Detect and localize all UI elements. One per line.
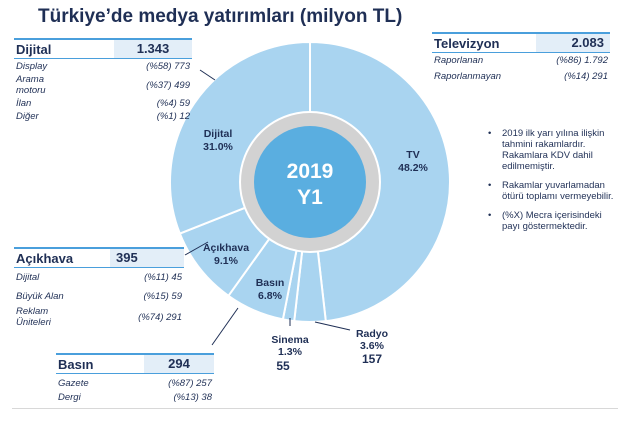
table-row: Reklam Üniteleri (%74) 291 [16,306,182,328]
slice-label-sinema: Sinema [271,334,309,346]
center-disc [254,126,366,238]
dijital-total: 1.343 [114,40,192,58]
slice-percent-acikhava: 9.1% [214,255,239,267]
acikhava-box: Açıkhava 395 Dijital (%11) 45 Büyük Alan (%… [14,247,184,328]
dijital-name: Dijital [16,41,52,57]
televizyon-name: Televizyon [434,35,500,51]
table-row: Büyük Alan (%15) 59 [16,291,182,302]
divider [12,408,618,409]
table-row: İlan (%4) 59 [16,98,190,109]
slice-value-radyo: 157 [362,352,382,366]
slice-percent-tv: 48.2% [398,162,428,174]
acikhava-name: Açıkhava [16,250,74,266]
note-item: (%X) Mecra içerisindeki payı göstermekte… [488,210,618,232]
page-title: Türkiye’de medya yatırımları (milyon TL) [38,6,403,27]
slice-label-tv: TV [406,149,419,161]
connector-dijital [199,69,216,81]
notes: 2019 ilk yarı yılına ilişkin tahmini rak… [488,128,618,240]
dijital-box: Dijital 1.343 Display (%58) 773 Arama moto… [14,38,192,122]
table-row: Diğer (%1) 12 [16,111,190,122]
slice-label-radyo: Radyo [356,328,388,340]
televizyon-total: 2.083 [536,34,610,52]
table-row: Dergi (%13) 38 [58,392,212,403]
connector-acikhava [184,241,209,256]
slice-percent-basin: 6.8% [258,290,283,302]
slice-label-dijital: Dijital [204,128,233,140]
table-row: Raporlanmayan (%14) 291 [434,71,608,82]
table-row: Raporlanan (%86) 1.792 [434,55,608,66]
table-row: Arama motoru (%37) 499 [16,74,190,96]
slice-value-sinema: 55 [276,359,290,373]
table-row: Gazete (%87) 257 [58,378,212,389]
slice-percent-sinema: 1.3% [278,346,303,358]
slice-percent-radyo: 3.6% [360,340,385,352]
basin-total: 294 [144,355,214,373]
acikhava-total: 395 [110,249,184,267]
center-period: Y1 [297,186,323,209]
slice-label-acikhava: Açıkhava [203,242,249,254]
connector-radyo [314,321,351,331]
note-item: Rakamlar yuvarlamadan ötürü toplamı verm… [488,180,618,202]
table-row: Dijital (%11) 45 [16,272,182,283]
basin-box: Basın 294 Gazete (%87) 257 Dergi (%13) 38 [56,353,214,403]
center-year: 2019 [287,160,334,183]
televizyon-box: Televizyon 2.083 Raporlanan (%86) 1.792 Ra… [432,32,610,82]
table-row: Display (%58) 773 [16,61,190,72]
note-item: 2019 ilk yarı yılına ilişkin tahmini rak… [488,128,618,172]
basin-name: Basın [58,356,94,372]
slice-percent-dijital: 31.0% [203,141,233,153]
connector-basin [211,307,239,346]
slice-label-basin: Basın [256,277,285,289]
